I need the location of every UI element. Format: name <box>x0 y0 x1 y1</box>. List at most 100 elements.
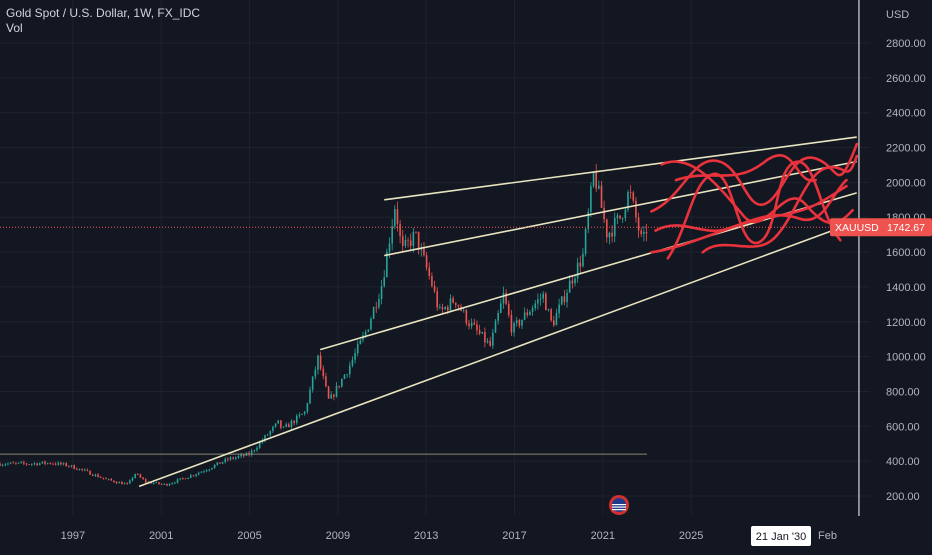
y-tick-label: 2400.00 <box>886 108 926 120</box>
candle-body <box>428 267 431 276</box>
candle-body <box>91 474 94 476</box>
candle-body <box>545 293 547 311</box>
scribble-stroke[interactable] <box>701 154 859 254</box>
price-tag[interactable] <box>830 218 932 237</box>
candle-body <box>7 463 9 465</box>
candle-body <box>465 310 468 324</box>
candle-body <box>367 329 370 332</box>
flag-layer[interactable] <box>609 495 629 515</box>
candle-body <box>378 298 380 308</box>
trendline-channel-lower-mid[interactable] <box>319 192 857 351</box>
scribble-stroke[interactable] <box>650 184 848 254</box>
candle-body <box>372 307 375 319</box>
candle-body <box>542 293 544 299</box>
candle-body <box>216 462 219 465</box>
candle-body <box>235 457 237 459</box>
trendline-channel-bottom[interactable] <box>138 220 858 488</box>
y-tick-label: 2000.00 <box>886 177 926 189</box>
candle-body <box>425 255 428 268</box>
candle-body <box>420 248 423 250</box>
candle-body <box>409 240 412 246</box>
candle-body <box>635 200 637 218</box>
candle-body <box>439 307 441 309</box>
candle-body <box>237 456 240 458</box>
candle-body <box>73 465 75 469</box>
scribble-stroke[interactable] <box>674 154 817 182</box>
candle-body <box>134 474 136 478</box>
candle-body <box>603 207 605 220</box>
candle-body <box>637 217 640 231</box>
trendline-channel-top[interactable] <box>384 136 857 201</box>
candle-body <box>526 312 529 316</box>
candle-body <box>41 461 44 464</box>
candle-body <box>44 461 46 464</box>
flag-stripe <box>612 509 626 511</box>
candle-body <box>645 232 648 234</box>
chart-legend[interactable]: Gold Spot / U.S. Dollar, 1W, FX_IDC Vol <box>6 6 200 36</box>
candle-body <box>552 320 555 326</box>
candle-body <box>333 394 335 397</box>
candle-body <box>500 303 502 314</box>
candle-body <box>83 469 86 471</box>
candle-body <box>0 463 1 466</box>
scribble-stroke[interactable] <box>666 160 842 260</box>
candle-body <box>49 462 52 464</box>
candle-body <box>335 385 338 397</box>
candle-body <box>107 478 110 480</box>
candle-body <box>240 454 242 457</box>
trendline-channel-upper-mid[interactable] <box>384 160 857 257</box>
candle-body <box>388 243 391 252</box>
candle-body <box>523 312 526 320</box>
candle-body <box>110 478 113 481</box>
candle-body <box>502 292 505 304</box>
candle-body <box>152 483 155 484</box>
y-axis-background <box>870 0 932 550</box>
y-tick-label: 800.00 <box>886 386 920 398</box>
candle-body <box>166 483 168 486</box>
candle-body <box>274 423 277 427</box>
x-axis[interactable]: 1997 2001 2005 2009 2013 2017 2021 2025 Feb 21 Ja… <box>0 516 932 550</box>
candle-body <box>4 464 7 466</box>
legend-title[interactable]: Gold Spot / U.S. Dollar, 1W, FX_IDC <box>6 6 201 20</box>
candle-body <box>454 302 457 306</box>
candle-body <box>433 285 436 292</box>
candle-body <box>99 477 102 478</box>
candle-body <box>258 442 261 448</box>
candle-body <box>338 385 340 387</box>
candle-body <box>303 411 306 414</box>
crosshair-date-label: 21 Jan '30 <box>756 531 806 543</box>
x-tick-label: 1997 <box>61 530 85 542</box>
candle-body <box>139 474 142 478</box>
candle-body <box>558 304 560 314</box>
candle-body <box>97 474 99 478</box>
candle-body <box>20 462 22 463</box>
candle-body <box>497 313 499 321</box>
trend-layer[interactable] <box>138 136 858 488</box>
candle-body <box>587 211 590 230</box>
candle-body <box>529 311 531 316</box>
x-tick-label: 2013 <box>414 530 438 542</box>
candle-body <box>537 299 539 304</box>
candle-body <box>76 468 78 470</box>
candle-body <box>404 239 407 246</box>
candle-body <box>205 470 208 472</box>
candle-body <box>309 389 311 404</box>
y-axis[interactable]: USD 200.00 400.00 600.00 800.00 1000.00 1200.0… <box>830 0 932 550</box>
candle-body <box>629 192 632 193</box>
candle-body <box>452 298 454 303</box>
candle-body <box>250 450 253 455</box>
candle-body <box>229 457 232 460</box>
candle-body <box>383 277 386 287</box>
candle-body <box>179 478 181 480</box>
candle-body <box>264 435 266 441</box>
currency-label: USD <box>886 9 909 21</box>
candle-body <box>510 314 513 333</box>
candle-body <box>290 420 293 428</box>
candle-body <box>81 468 83 470</box>
candle-body <box>489 340 492 346</box>
legend-indicator[interactable]: Vol <box>6 21 23 35</box>
candle-body <box>105 478 107 480</box>
candle-body <box>123 483 126 485</box>
